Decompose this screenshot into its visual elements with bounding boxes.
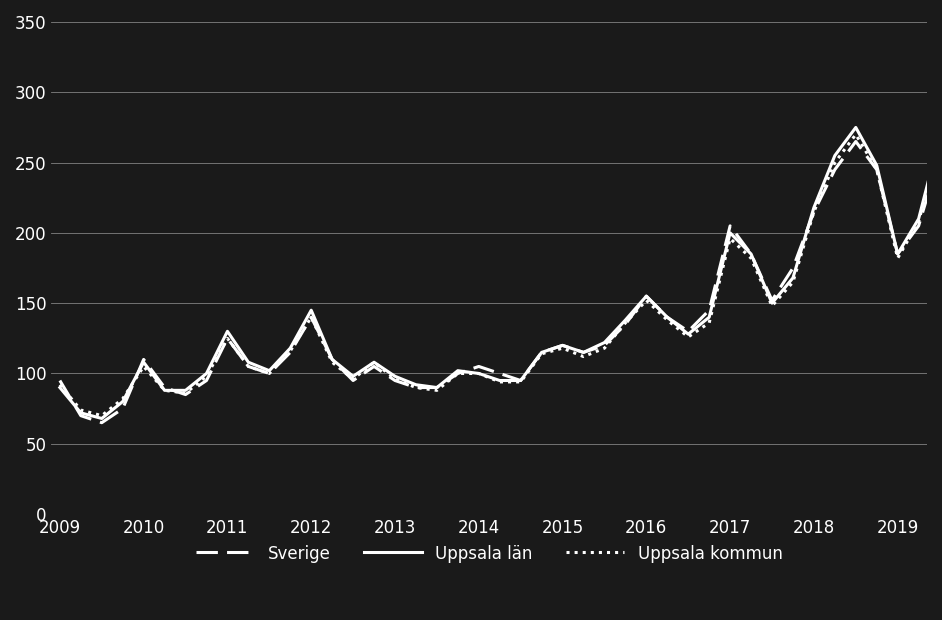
Uppsala kommun (767, 303, 778, 310)
Uppsala län (55, 384, 66, 391)
Uppsala län (368, 358, 380, 366)
Legend: Sverige, Uppsala län, Uppsala kommun: Sverige, Uppsala län, Uppsala kommun (189, 538, 789, 570)
Uppsala län (96, 415, 107, 422)
Line: Uppsala kommun: Uppsala kommun (60, 61, 942, 415)
Sverige (96, 419, 107, 427)
Uppsala län (724, 229, 736, 237)
Sverige (788, 264, 799, 272)
Sverige (55, 377, 66, 384)
Uppsala län (788, 274, 799, 281)
Sverige (368, 363, 380, 370)
Line: Sverige: Sverige (60, 86, 942, 423)
Uppsala kommun (55, 381, 66, 389)
Uppsala kommun (913, 218, 924, 225)
Uppsala kommun (368, 358, 380, 366)
Sverige (724, 222, 736, 229)
Uppsala kommun (96, 412, 107, 419)
Uppsala kommun (788, 278, 799, 286)
Uppsala län (704, 314, 715, 321)
Line: Uppsala län: Uppsala län (60, 86, 942, 418)
Uppsala län (767, 299, 778, 307)
Sverige (913, 222, 924, 229)
Sverige (704, 306, 715, 314)
Uppsala kommun (724, 235, 736, 242)
Uppsala kommun (704, 319, 715, 327)
Sverige (767, 296, 778, 304)
Uppsala län (913, 215, 924, 223)
